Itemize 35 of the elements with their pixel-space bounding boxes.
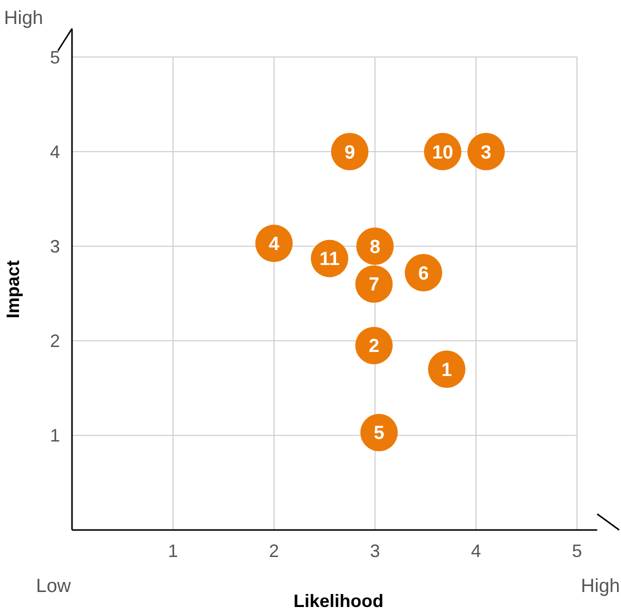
annotation: 10 bbox=[432, 142, 454, 164]
y-tick-label: 3 bbox=[50, 236, 60, 256]
point bbox=[467, 132, 505, 170]
point bbox=[360, 414, 398, 452]
point bbox=[331, 132, 368, 170]
annotation: 9 bbox=[344, 142, 356, 164]
annotation: 3 bbox=[480, 142, 492, 164]
y-tick-label: 2 bbox=[50, 331, 60, 352]
annotation: 8 bbox=[370, 236, 380, 258]
x-tick-label: 5 bbox=[572, 541, 582, 561]
x-axis-title: Likelihood bbox=[294, 591, 384, 611]
point bbox=[428, 350, 466, 388]
y-tick-label: 4 bbox=[50, 142, 60, 162]
text: High bbox=[580, 576, 620, 597]
text: High bbox=[4, 8, 44, 29]
point bbox=[404, 254, 442, 292]
point bbox=[255, 224, 293, 262]
y-axis-title: Impact bbox=[3, 260, 23, 318]
annotation: 5 bbox=[374, 423, 385, 444]
annotation: 6 bbox=[418, 263, 429, 284]
annotation: 2 bbox=[368, 336, 380, 358]
point bbox=[355, 265, 393, 303]
y-tick-label: 5 bbox=[50, 47, 60, 68]
point bbox=[355, 326, 393, 364]
x-tick-label: 2 bbox=[268, 541, 280, 561]
annotation: 11 bbox=[320, 249, 340, 270]
x-tick-label: 1 bbox=[168, 541, 178, 561]
annotation: 1 bbox=[441, 360, 452, 381]
annotation: 7 bbox=[368, 274, 380, 296]
y-tick-label: 1 bbox=[50, 426, 60, 446]
point bbox=[356, 228, 394, 265]
text: Low bbox=[36, 576, 72, 597]
x-tick-label: 3 bbox=[370, 541, 380, 561]
annotation: 4 bbox=[268, 234, 280, 256]
x-tick-label: 4 bbox=[470, 541, 482, 561]
